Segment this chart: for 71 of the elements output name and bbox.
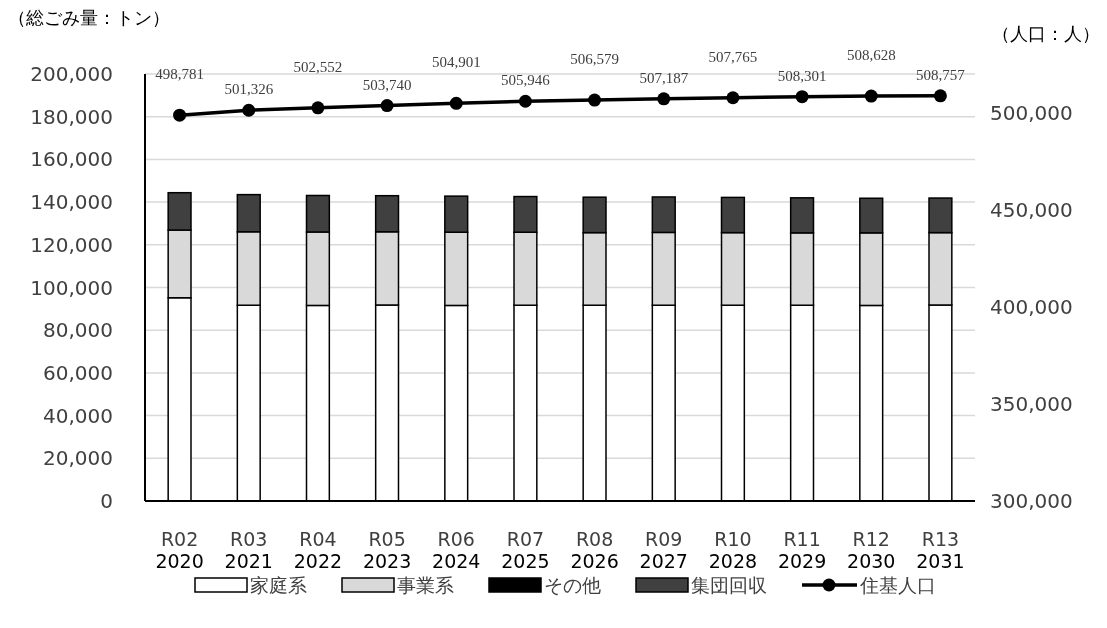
y-tick-label: 80,000 <box>43 318 113 343</box>
legend-label: 家庭系 <box>250 574 307 596</box>
bar <box>720 196 746 234</box>
bar <box>928 197 953 234</box>
data-label: 503,740 <box>362 76 412 93</box>
legend-label: 住基人口 <box>859 574 936 596</box>
y-tick-label: 20,000 <box>43 446 113 471</box>
data-label: 508,628 <box>846 47 896 64</box>
data-label: 498,781 <box>155 66 204 83</box>
data-label: 507,187 <box>639 69 689 86</box>
y-tick-label: 60,000 <box>43 360 113 385</box>
y2-tick-label: 450,000 <box>990 197 1073 222</box>
bar <box>651 196 676 234</box>
y-tick-label: 40,000 <box>43 403 113 428</box>
bar <box>305 194 331 233</box>
bar <box>789 197 815 234</box>
x-tick-label: R12 2030 <box>847 528 896 572</box>
x-tick-label: R10 2028 <box>708 528 758 572</box>
y-tick-label: 200,000 <box>30 62 113 86</box>
y2-tick-label: 500,000 <box>990 100 1073 125</box>
x-tick-label: R03 2021 <box>224 528 273 572</box>
y-tick-label: 160,000 <box>30 147 113 172</box>
data-label: 502,552 <box>293 58 343 75</box>
x-tick-label: R09 2027 <box>639 528 688 572</box>
y-tick-label: 180,000 <box>30 104 113 129</box>
legend-label: 集団回収 <box>691 574 767 596</box>
data-label: 508,301 <box>777 67 827 84</box>
point <box>864 89 878 103</box>
x-tick-label: R08 2026 <box>570 528 619 572</box>
data-label: 507,765 <box>708 48 758 65</box>
bar <box>513 195 538 233</box>
data-label: 504,901 <box>431 54 481 71</box>
x-tick-label: R13 2031 <box>916 528 965 572</box>
point <box>380 99 394 113</box>
bar <box>167 191 192 231</box>
bar <box>582 196 607 234</box>
y-tick-label: 140,000 <box>30 190 113 215</box>
y2-tick-label: 300,000 <box>990 489 1073 513</box>
legend-label: その他 <box>544 574 601 596</box>
bar <box>444 195 469 233</box>
x-tick-label: R02 2020 <box>155 528 204 572</box>
y-tick-label: 120,000 <box>30 232 113 257</box>
y-tick-label: 0 <box>100 489 113 513</box>
data-label: 501,326 <box>224 81 274 98</box>
data-label: 505,946 <box>501 72 551 89</box>
bar <box>236 193 261 233</box>
point <box>449 96 463 110</box>
x-tick-label: R04 2022 <box>293 528 343 572</box>
point <box>518 94 532 108</box>
y2-axis-title: （人口：人） <box>992 23 1100 44</box>
x-tick-label: R07 2025 <box>501 528 550 572</box>
point <box>795 90 809 104</box>
legend-label: 事業系 <box>397 574 454 596</box>
y2-tick-label: 400,000 <box>990 294 1073 319</box>
point <box>726 91 740 105</box>
y-tick-label: 100,000 <box>30 275 113 300</box>
data-label: 508,757 <box>916 66 966 83</box>
y-axis-title: （総ごみ量：トン） <box>8 7 170 28</box>
x-tick-label: R06 2024 <box>432 528 481 572</box>
bar <box>859 197 884 234</box>
x-tick-label: R11 2029 <box>777 528 827 572</box>
data-label: 506,579 <box>570 51 619 68</box>
point <box>588 93 602 107</box>
point <box>242 103 256 117</box>
x-tick-label: R05 2023 <box>362 528 412 572</box>
y2-tick-label: 350,000 <box>990 391 1073 416</box>
point <box>657 92 671 106</box>
point <box>933 89 947 103</box>
point <box>173 108 187 122</box>
point <box>311 101 325 115</box>
bar <box>374 194 400 233</box>
